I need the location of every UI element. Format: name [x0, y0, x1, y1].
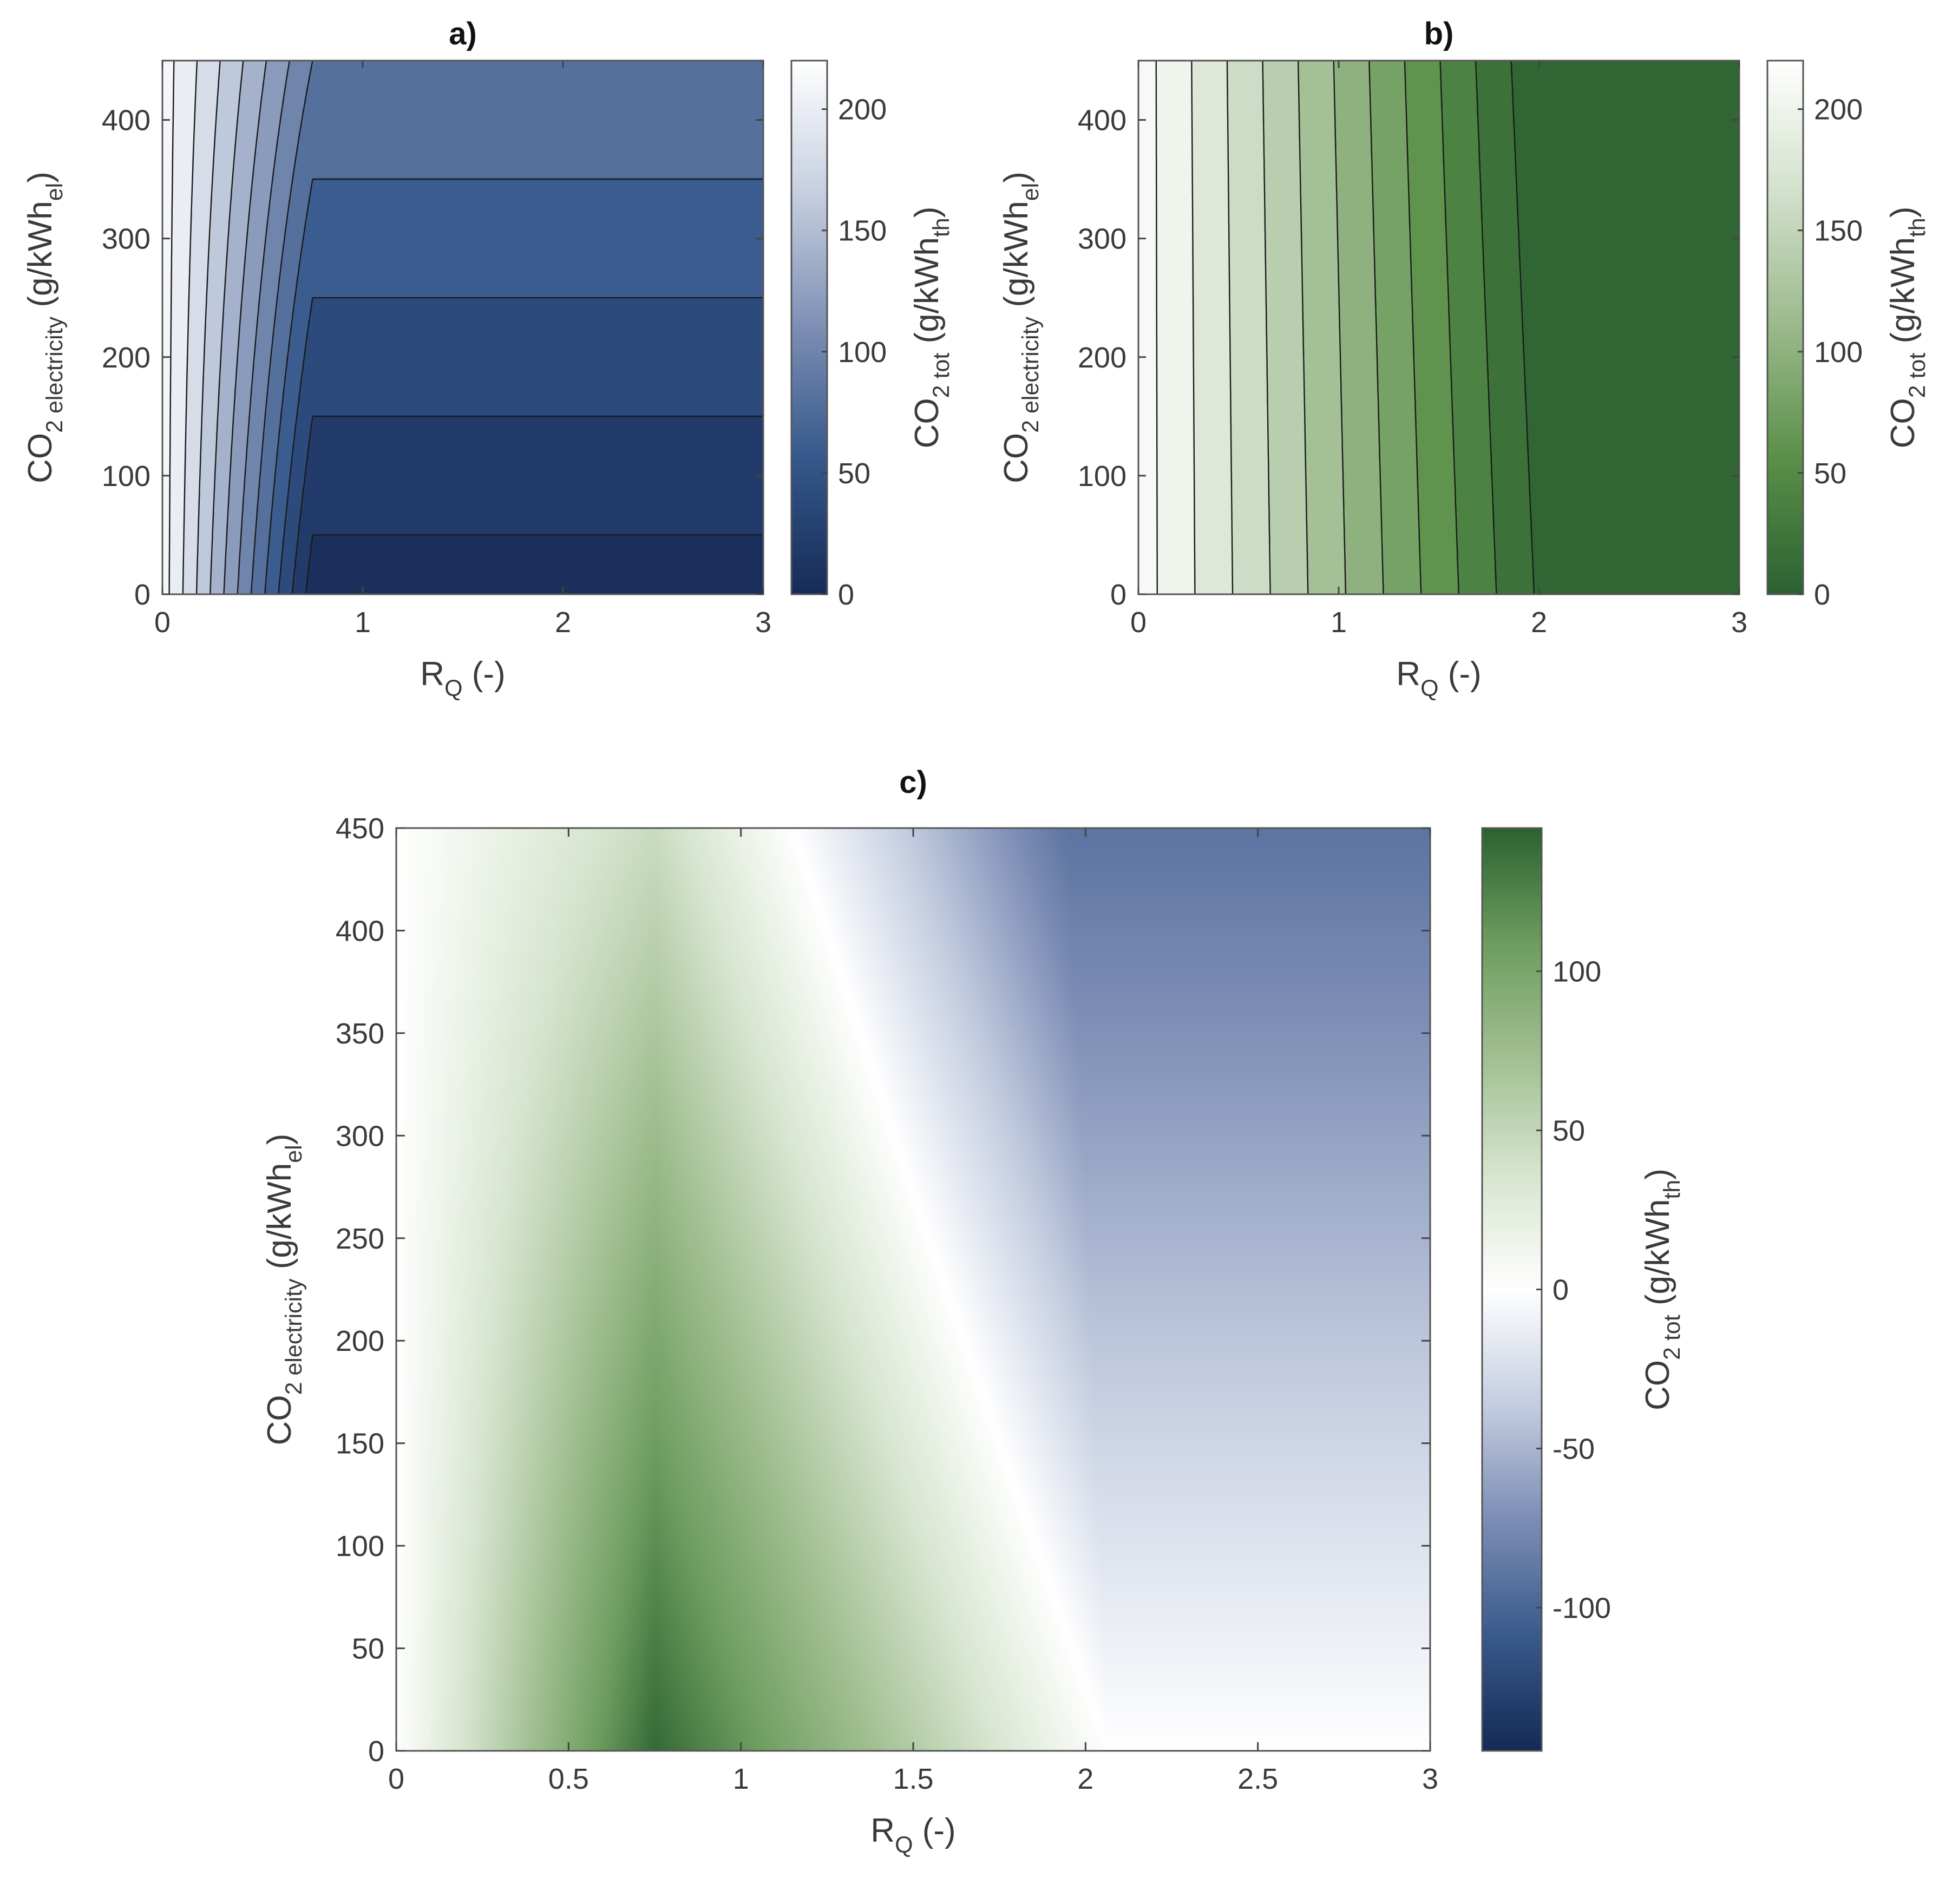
colorbar-tick-label: 200: [838, 94, 887, 126]
colorbar-tick-label: 50: [1553, 1115, 1585, 1147]
x-tick-label: 3: [1731, 606, 1747, 639]
y-tick-label: 300: [102, 223, 150, 255]
contour-line: [1439, 60, 1459, 595]
y-tick-label: 200: [102, 342, 150, 374]
plot-frame: [161, 60, 764, 595]
contour-line: [1262, 60, 1271, 595]
contour-line: [195, 60, 221, 595]
heatmap-field: [1138, 61, 1739, 594]
colorbar-tick-label: 200: [1814, 94, 1863, 126]
colorbar-tick-label: -50: [1553, 1433, 1595, 1465]
colorbar-tick-label: 50: [838, 457, 870, 490]
colorbar-tick-label: 0: [838, 579, 854, 611]
panel-title: a): [449, 16, 477, 51]
x-tick-label: 1: [1331, 606, 1347, 639]
contour-line: [1368, 60, 1384, 595]
x-tick-label: 2: [555, 606, 571, 639]
contour-line: [237, 60, 290, 595]
colorbar-tick-label: 150: [1814, 215, 1863, 247]
x-tick-label: 1: [733, 1763, 749, 1795]
contour-line: [1475, 60, 1497, 595]
y-tick-label: 400: [102, 104, 150, 137]
y-axis-label: CO2 electricity (g/kWhel): [22, 172, 68, 483]
heatmap-field: [162, 61, 763, 594]
y-tick-label: 450: [336, 812, 384, 845]
x-tick-label: 0: [388, 1763, 404, 1795]
y-tick-label: 0: [368, 1735, 384, 1768]
x-tick-label: 2: [1531, 606, 1547, 639]
y-tick-label: 150: [336, 1428, 384, 1460]
colorbar: [1767, 61, 1803, 594]
colorbar-tick-label: 100: [838, 336, 887, 369]
y-tick-label: 200: [336, 1325, 384, 1357]
x-tick-label: 0: [154, 606, 171, 639]
panel-a: a) 0 1 2 3 0 100 200 300 400 RQ (-) CO2 electricity…: [22, 16, 954, 701]
y-tick-label: 250: [336, 1223, 384, 1255]
colorbar-frame: [1766, 60, 1804, 595]
colorbar-tick-label: 50: [1814, 457, 1846, 490]
x-tick-label: 0.5: [548, 1763, 589, 1795]
x-tick-label: 2: [1077, 1763, 1093, 1795]
contour-line: [278, 297, 763, 595]
y-tick-label: 350: [336, 1017, 384, 1050]
colorbar-label: CO2 tot (g/kWhth): [1884, 207, 1930, 449]
x-axis-label: RQ (-): [1396, 655, 1481, 701]
y-tick-label: 300: [1078, 223, 1126, 255]
x-tick-label: 2.5: [1237, 1763, 1278, 1795]
panel-title: b): [1424, 16, 1454, 51]
contour-line: [209, 60, 244, 595]
y-tick-label: 0: [134, 579, 150, 611]
colorbar-tick-label: 0: [1553, 1274, 1569, 1306]
heatmap-field: [396, 828, 1430, 1751]
x-axis-label: RQ (-): [870, 1812, 955, 1858]
colorbar-label: CO2 tot (g/kWhth): [908, 207, 954, 449]
colorbar-frame: [790, 60, 828, 595]
contour-line: [264, 178, 763, 595]
contour-line: [1404, 60, 1422, 595]
x-tick-label: 3: [1422, 1763, 1438, 1795]
contour-line: [1155, 61, 1158, 594]
y-tick-label: 100: [336, 1530, 384, 1562]
x-tick-label: 1: [355, 606, 371, 639]
contour-line: [1510, 60, 1535, 595]
x-tick-label: 0: [1130, 606, 1147, 639]
panel-b: b) 0 1 2 3 0 100 200 300 400 RQ (-) CO2 electricity…: [998, 16, 1930, 701]
y-axis-label: CO2 electricity (g/kWhel): [998, 172, 1044, 483]
panel-title: c): [899, 765, 927, 800]
colorbar-tick-label: 150: [838, 215, 887, 247]
x-tick-label: 1.5: [893, 1763, 933, 1795]
y-tick-label: 100: [102, 460, 150, 493]
contour-line: [291, 416, 763, 595]
contour-line: [1298, 60, 1309, 595]
colorbar-tick-label: 100: [1553, 956, 1601, 988]
y-tick-label: 50: [352, 1633, 384, 1665]
x-tick-label: 3: [755, 606, 771, 639]
contour-line: [1333, 60, 1347, 595]
y-tick-label: 200: [1078, 342, 1126, 374]
y-tick-label: 0: [1110, 579, 1126, 611]
colorbar-tick-label: 0: [1814, 579, 1830, 611]
x-axis-label: RQ (-): [420, 655, 505, 701]
y-axis-label: CO2 electricity (g/kWhel): [261, 1134, 307, 1446]
y-tick-label: 400: [336, 915, 384, 947]
contour-line: [223, 60, 267, 595]
y-tick-label: 300: [336, 1120, 384, 1152]
colorbar-tick-label: 100: [1814, 336, 1863, 369]
contour-line: [1226, 60, 1234, 595]
y-tick-label: 100: [1078, 460, 1126, 493]
colorbar: [791, 61, 827, 594]
plot-frame: [1137, 60, 1740, 595]
y-tick-label: 400: [1078, 104, 1126, 137]
panel-c: c) 0 0.5 1 1.5 2 2.5 3 0 50 100 150 200 250 300 350 400 4…: [261, 765, 1685, 1858]
contour-line: [182, 60, 198, 595]
colorbar: [1482, 828, 1542, 1751]
contour-line: [1191, 61, 1196, 594]
colorbar-label: CO2 tot (g/kWhth): [1639, 1168, 1685, 1410]
colorbar-tick-label: -100: [1553, 1592, 1611, 1624]
